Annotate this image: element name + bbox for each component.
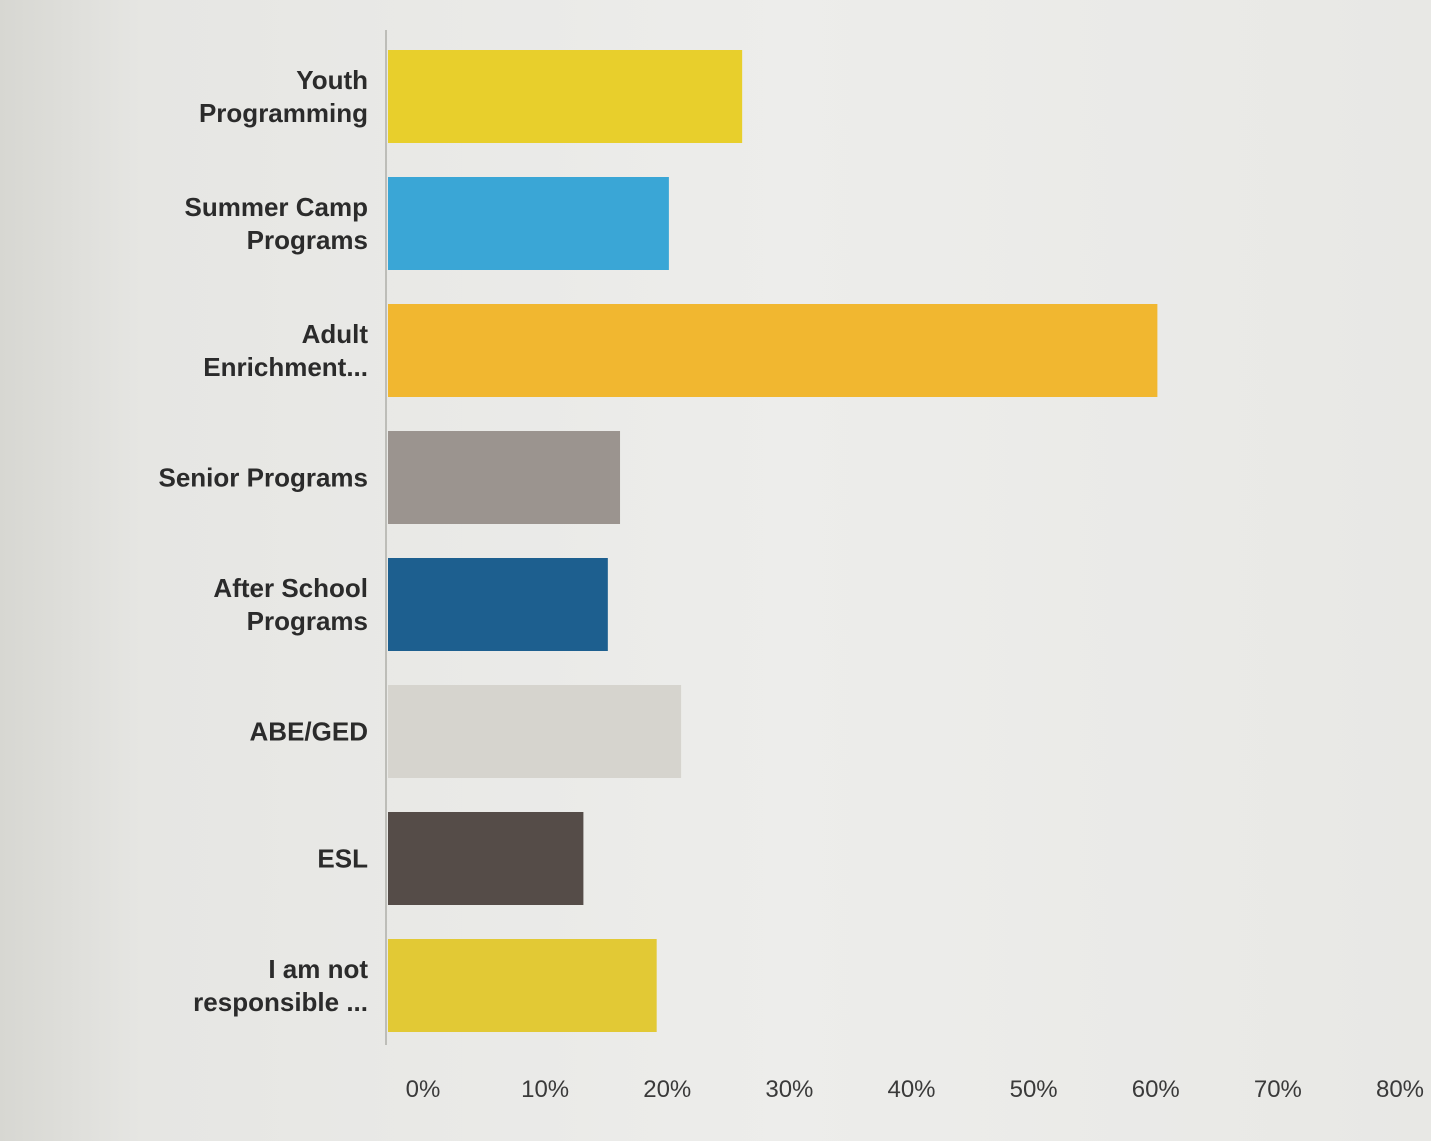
category-label-6: ESL bbox=[317, 844, 368, 874]
x-tick-label-0: 0% bbox=[406, 1076, 441, 1103]
bar-7 bbox=[388, 939, 657, 1032]
x-tick-labels-group: 0% 10% 20% 30% 40% 50% 60% 70% 80% bbox=[406, 1076, 1424, 1103]
category-label-7: I am not responsible ... bbox=[193, 954, 368, 1017]
category-label-4: After School Programs bbox=[213, 573, 368, 636]
bar-3 bbox=[388, 431, 621, 524]
x-tick-label-1: 10% bbox=[521, 1076, 569, 1103]
category-labels-group: Youth Programming Summer Camp Programs Adult… bbox=[158, 65, 368, 1017]
x-tick-label-3: 30% bbox=[765, 1076, 813, 1103]
bar-2 bbox=[388, 304, 1158, 397]
x-tick-label-4: 40% bbox=[887, 1076, 935, 1103]
category-label-3: Senior Programs bbox=[158, 463, 368, 493]
category-label-5: ABE/GED bbox=[250, 717, 368, 747]
x-tick-label-2: 20% bbox=[643, 1076, 691, 1103]
bar-6 bbox=[388, 812, 584, 905]
category-label-2: Adult Enrichment... bbox=[203, 319, 368, 382]
bars-group bbox=[388, 50, 1158, 1032]
bar-5 bbox=[388, 685, 682, 778]
bar-4 bbox=[388, 558, 608, 651]
category-label-1: Summer Camp Programs bbox=[185, 192, 369, 255]
x-tick-label-7: 70% bbox=[1254, 1076, 1302, 1103]
x-tick-label-5: 50% bbox=[1010, 1076, 1058, 1103]
x-tick-label-6: 60% bbox=[1132, 1076, 1180, 1103]
category-label-0: Youth Programming bbox=[199, 65, 368, 128]
x-tick-label-8: 80% bbox=[1376, 1076, 1424, 1103]
bar-1 bbox=[388, 177, 669, 270]
bar-0 bbox=[388, 50, 743, 143]
